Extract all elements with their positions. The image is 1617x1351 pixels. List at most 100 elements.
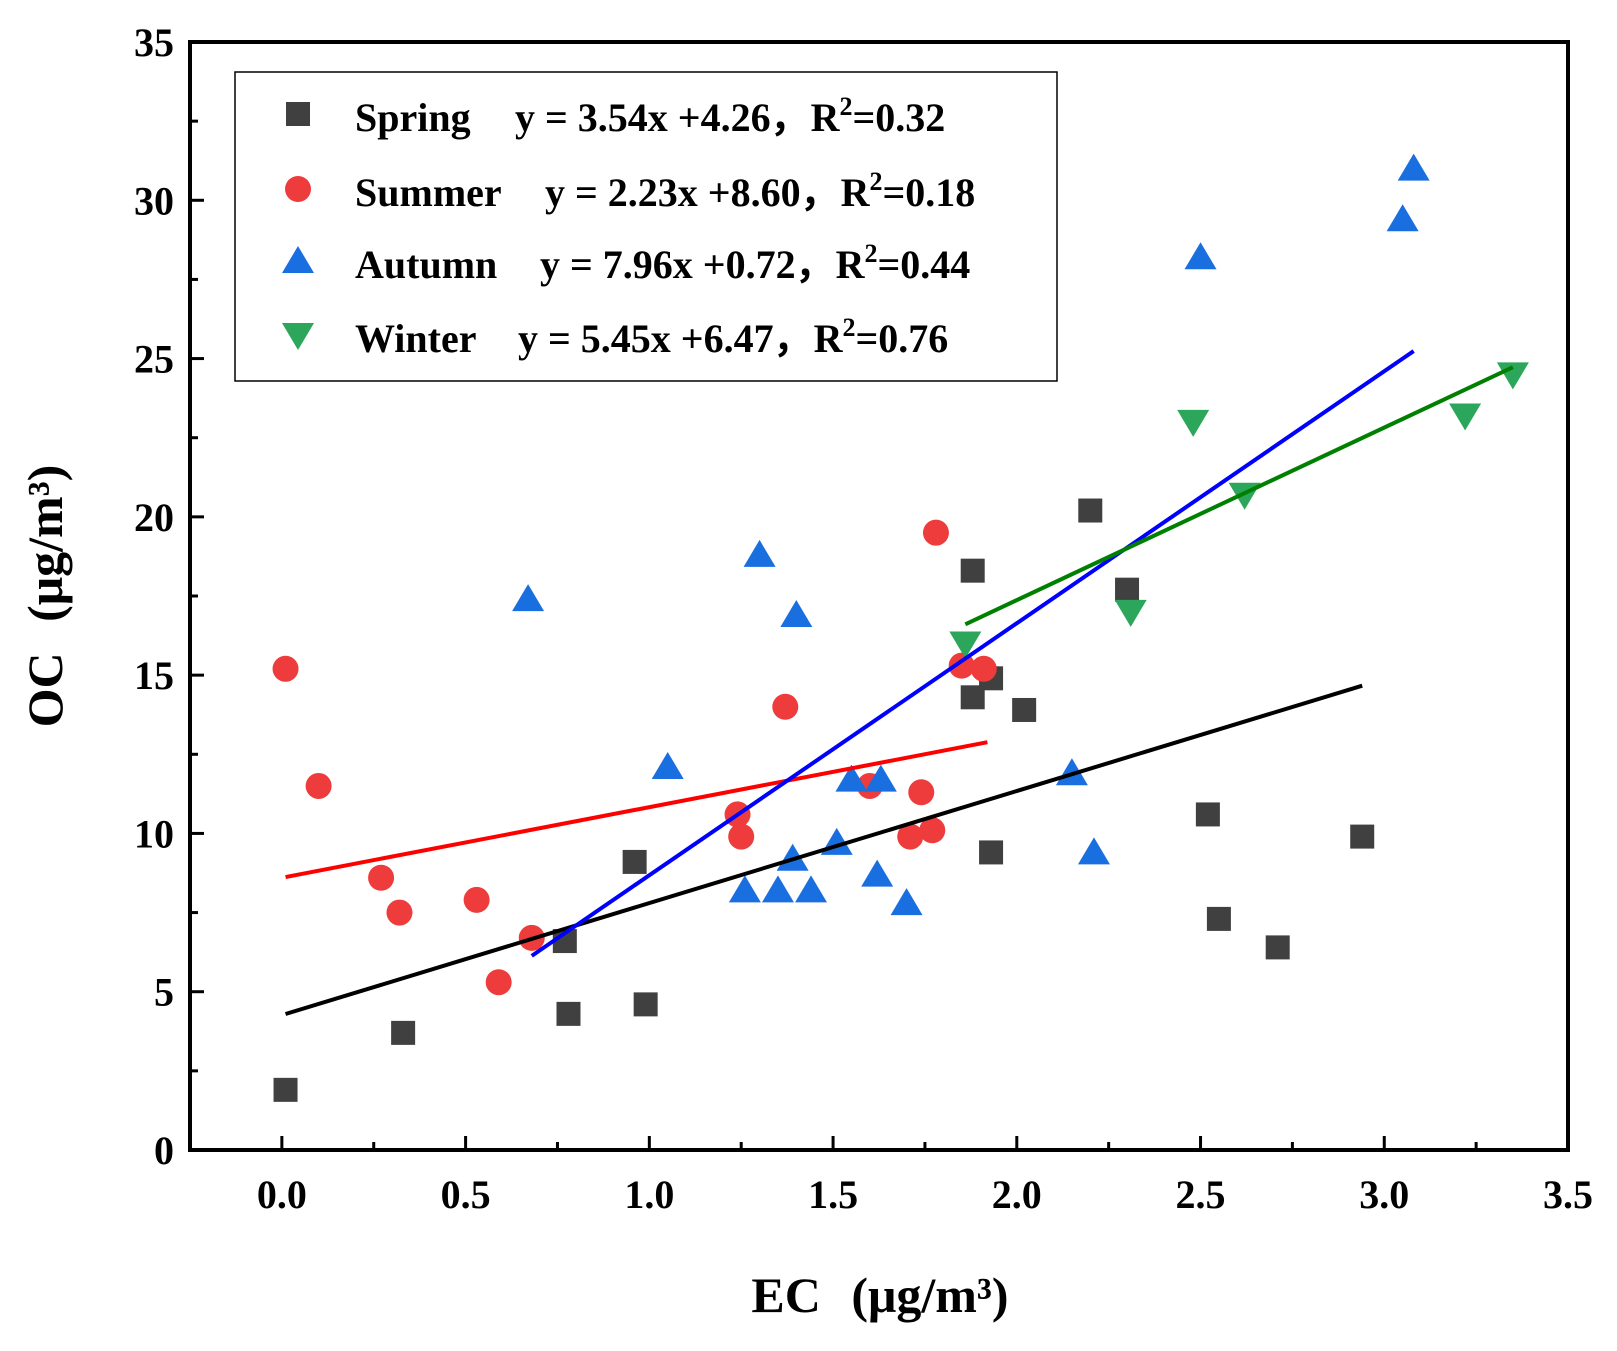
summer-point bbox=[485, 969, 512, 996]
legend-equation-text: y = 7.96x +0.72， bbox=[540, 242, 836, 287]
winter-point bbox=[949, 631, 982, 659]
autumn-point bbox=[861, 859, 894, 887]
autumn-point bbox=[835, 764, 868, 792]
summer-point bbox=[272, 655, 299, 682]
legend-equation: y = 3.54x +4.26，R2=0.32 bbox=[515, 92, 945, 140]
autumn-point bbox=[512, 584, 545, 612]
y-tick-label: 20 bbox=[134, 495, 174, 540]
summer-point bbox=[922, 519, 949, 546]
x-tick-label: 2.0 bbox=[992, 1172, 1042, 1217]
summer-point bbox=[386, 899, 413, 926]
autumn-point bbox=[1386, 204, 1419, 232]
autumn-point bbox=[728, 875, 761, 903]
x-tick-label: 1.5 bbox=[808, 1172, 858, 1217]
legend-r2-value: =0.18 bbox=[882, 170, 975, 215]
legend-r2-value: =0.44 bbox=[877, 242, 970, 287]
svg-text:OC (μg/m³): OC (μg/m³) bbox=[17, 465, 73, 728]
autumn-point bbox=[795, 875, 828, 903]
spring-point bbox=[1206, 906, 1231, 931]
legend-series-name: Summer bbox=[355, 170, 502, 215]
autumn-point bbox=[1184, 242, 1217, 270]
legend-marker-autumn bbox=[282, 246, 314, 273]
spring-point bbox=[1265, 935, 1290, 960]
summer-point bbox=[305, 772, 332, 799]
y-axis-title-unit: (μg/m³) bbox=[17, 465, 73, 622]
legend-series-name: Autumn bbox=[355, 242, 497, 287]
series-winter bbox=[949, 362, 1529, 659]
spring-fit-line bbox=[284, 683, 1363, 1016]
spring-point bbox=[1195, 802, 1220, 827]
x-tick-label: 3.0 bbox=[1359, 1172, 1409, 1217]
legend-equation-text: y = 2.23x +8.60， bbox=[545, 170, 841, 215]
legend-series-name: Winter bbox=[355, 316, 476, 361]
legend-equation: y = 7.96x +0.72，R2=0.44 bbox=[540, 239, 970, 287]
spring-point bbox=[1350, 824, 1375, 849]
legend-entry-winter: Winter y = 5.45x +6.47，R2=0.76 bbox=[282, 313, 948, 361]
legend-r2-label: R bbox=[811, 95, 841, 140]
spring-point bbox=[960, 558, 985, 583]
winter-point bbox=[1496, 362, 1529, 390]
winter-point bbox=[1114, 599, 1147, 627]
legend-r2-superscript: 2 bbox=[839, 92, 852, 121]
summer-point bbox=[897, 823, 924, 850]
legend-r2-label: R bbox=[836, 242, 866, 287]
summer-point bbox=[970, 655, 997, 682]
legend: Spring y = 3.54x +4.26，R2=0.32 Summer y = 2… bbox=[234, 71, 1058, 382]
summer-point bbox=[908, 779, 935, 806]
autumn-point bbox=[776, 843, 809, 871]
spring-point bbox=[1012, 697, 1037, 722]
autumn-point bbox=[651, 751, 684, 779]
series-spring bbox=[273, 498, 1375, 1102]
summer-point bbox=[948, 652, 975, 679]
autumn-point bbox=[890, 888, 923, 916]
x-axis-title: EC (μg/m³) bbox=[751, 1267, 1008, 1323]
x-tick-label: 2.5 bbox=[1176, 1172, 1226, 1217]
spring-point bbox=[1115, 577, 1140, 602]
legend-r2-label: R bbox=[841, 170, 871, 215]
x-tick-label: 0.5 bbox=[441, 1172, 491, 1217]
autumn-point bbox=[761, 875, 794, 903]
x-axis-ticks: 0.0 0.5 1.0 1.5 2.0 2.5 3.0 3.5 bbox=[257, 1136, 1593, 1217]
spring-point bbox=[556, 1001, 581, 1026]
y-tick-label: 15 bbox=[134, 653, 174, 698]
winter-point bbox=[1449, 403, 1482, 431]
summer-point bbox=[919, 817, 946, 844]
x-tick-label: 0.0 bbox=[257, 1172, 307, 1217]
legend-box bbox=[234, 71, 1058, 382]
spring-point bbox=[633, 992, 658, 1017]
y-tick-label: 35 bbox=[134, 20, 174, 65]
spring-point bbox=[273, 1077, 298, 1102]
legend-entry-autumn: Autumn y = 7.96x +0.72，R2=0.44 bbox=[282, 239, 970, 287]
spring-point bbox=[391, 1020, 416, 1045]
summer-point bbox=[368, 864, 395, 891]
y-axis-ticks: 0 5 10 15 20 25 30 35 bbox=[134, 20, 204, 1173]
legend-r2-superscript: 2 bbox=[842, 313, 855, 342]
legend-r2-superscript: 2 bbox=[864, 239, 877, 268]
x-tick-label: 1.0 bbox=[624, 1172, 674, 1217]
series-autumn bbox=[512, 153, 1430, 916]
y-tick-label: 30 bbox=[134, 178, 174, 223]
y-axis-title: OC (μg/m³) bbox=[17, 465, 73, 728]
legend-marker-summer bbox=[285, 176, 311, 202]
summer-point bbox=[463, 886, 490, 913]
legend-entry-summer: Summer y = 2.23x +8.60，R2=0.18 bbox=[285, 167, 975, 215]
x-axis-title-label: EC bbox=[751, 1267, 820, 1323]
legend-entry-spring: Spring y = 3.54x +4.26，R2=0.32 bbox=[286, 92, 945, 140]
legend-marker-spring bbox=[286, 102, 310, 126]
autumn-fit-line bbox=[530, 349, 1415, 958]
data-points bbox=[272, 153, 1529, 1102]
legend-r2-label: R bbox=[814, 316, 844, 361]
legend-r2-value: =0.76 bbox=[855, 316, 948, 361]
spring-point bbox=[979, 840, 1004, 865]
legend-marker-winter bbox=[282, 323, 314, 350]
x-tick-label: 3.5 bbox=[1543, 1172, 1593, 1217]
y-tick-label: 25 bbox=[134, 337, 174, 382]
autumn-point bbox=[780, 599, 813, 627]
legend-equation-text: y = 3.54x +4.26， bbox=[515, 95, 811, 140]
legend-equation: y = 2.23x +8.60，R2=0.18 bbox=[545, 167, 975, 215]
svg-text:EC (μg/m³): EC (μg/m³) bbox=[751, 1267, 1008, 1323]
y-tick-label: 5 bbox=[154, 970, 174, 1015]
legend-entries: Spring y = 3.54x +4.26，R2=0.32 Summer y = 2… bbox=[282, 92, 975, 361]
winter-fit-line bbox=[964, 365, 1514, 627]
